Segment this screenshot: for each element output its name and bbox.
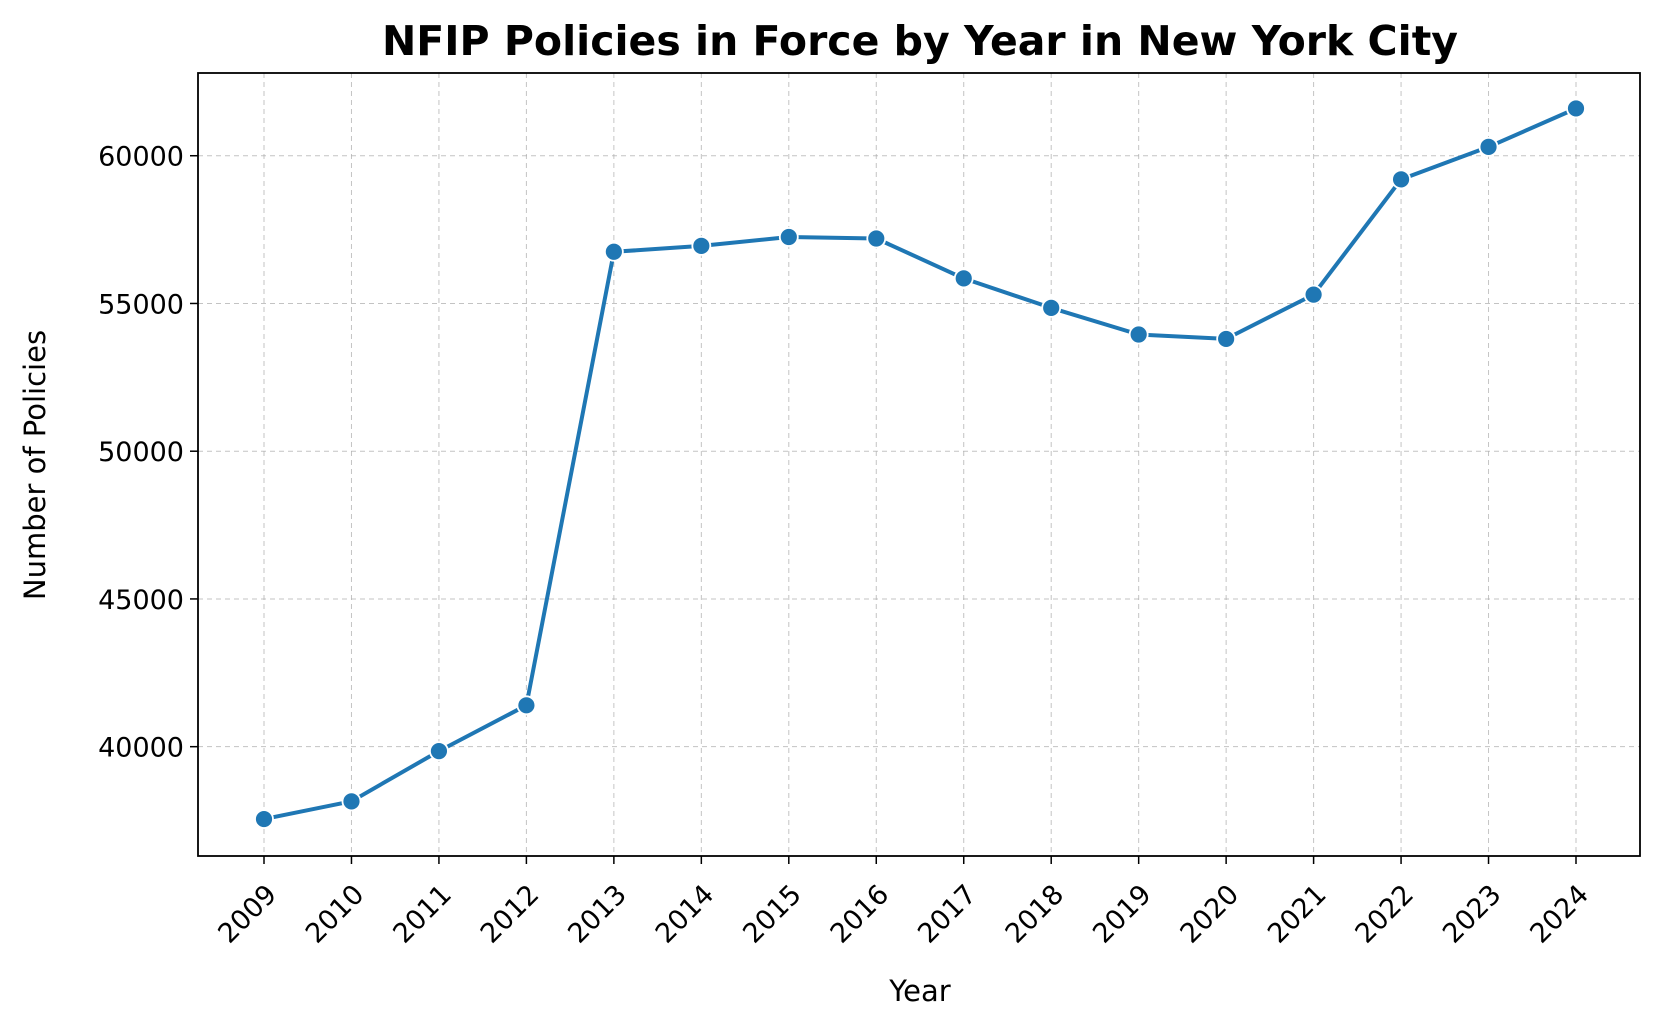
data-point bbox=[953, 268, 974, 289]
x-tick-label: 2013 bbox=[562, 879, 633, 950]
x-axis-label: Year bbox=[888, 974, 950, 1008]
plot-frame bbox=[197, 72, 1641, 857]
data-point bbox=[1478, 136, 1499, 157]
x-tick-label: 2020 bbox=[1175, 879, 1246, 950]
x-tick-label: 2019 bbox=[1087, 879, 1158, 950]
x-tick-label: 2012 bbox=[475, 879, 546, 950]
data-point bbox=[1041, 297, 1062, 318]
x-tick-label: 2022 bbox=[1350, 879, 1421, 950]
x-tick-label: 2017 bbox=[912, 879, 983, 950]
data-point bbox=[866, 228, 887, 249]
data-point bbox=[778, 227, 799, 247]
x-tick-label: 2024 bbox=[1524, 879, 1595, 950]
data-point bbox=[1566, 98, 1586, 119]
data-point bbox=[341, 791, 362, 812]
data-point bbox=[603, 241, 624, 262]
data-point bbox=[1303, 284, 1324, 305]
x-axis-ticks: 2009 2010 2011 2012 2013 2014 2015 2016 2017 2018… bbox=[212, 856, 1595, 950]
data-point bbox=[1391, 169, 1411, 190]
x-tick-label: 2014 bbox=[650, 879, 721, 950]
x-tick-label: 2015 bbox=[737, 879, 808, 950]
data-point bbox=[254, 809, 274, 829]
y-tick-label: 60000 bbox=[98, 142, 184, 173]
y-axis-ticks: 40000 45000 50000 55000 60000 bbox=[98, 142, 198, 764]
x-tick-label: 2023 bbox=[1437, 879, 1508, 950]
y-tick-label: 55000 bbox=[98, 289, 184, 320]
y-tick-label: 40000 bbox=[98, 733, 184, 764]
y-tick-label: 50000 bbox=[98, 437, 184, 468]
data-point bbox=[691, 235, 712, 256]
x-tick-label: 2016 bbox=[825, 879, 896, 950]
series-line bbox=[263, 106, 1577, 822]
series-layer bbox=[254, 98, 1586, 829]
y-axis-label: Number of Policies bbox=[18, 330, 52, 600]
data-point bbox=[516, 695, 537, 716]
data-point bbox=[1128, 324, 1149, 345]
x-tick-label: 2011 bbox=[387, 879, 458, 950]
grid-layer bbox=[198, 73, 1640, 856]
chart-title: NFIP Policies in Force by Year in New Yo… bbox=[382, 17, 1458, 65]
x-tick-label: 2009 bbox=[212, 879, 283, 950]
y-tick-label: 45000 bbox=[98, 585, 184, 616]
data-point bbox=[1216, 329, 1237, 349]
x-tick-label: 2021 bbox=[1262, 879, 1333, 950]
x-tick-label: 2018 bbox=[1000, 879, 1071, 950]
x-tick-label: 2010 bbox=[300, 879, 371, 950]
data-point bbox=[429, 741, 449, 762]
